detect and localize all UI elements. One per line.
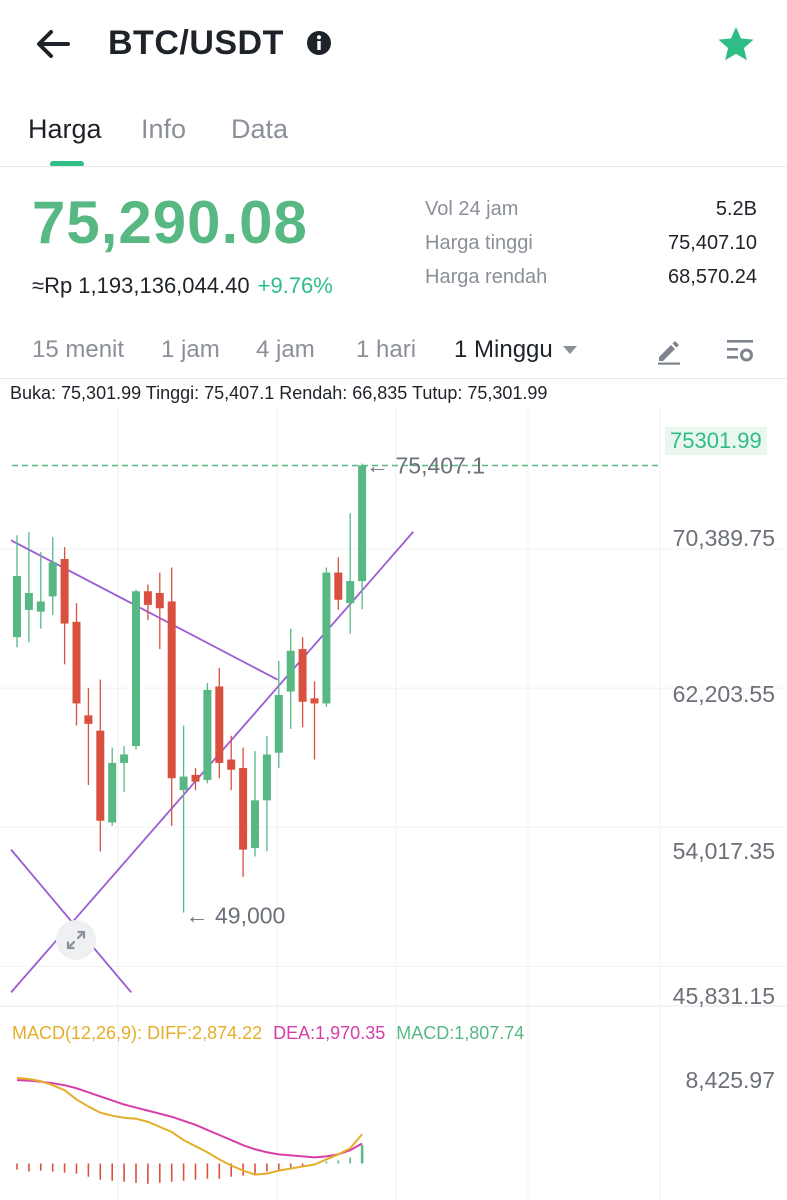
stat-label-low: Harga rendah	[425, 266, 548, 288]
ohlc-readout: Buka: 75,301.99 Tinggi: 75,407.1 Rendah:…	[10, 383, 548, 403]
high-marker: ← 75,407.1	[366, 453, 485, 479]
dea-line	[16, 1079, 363, 1159]
trendline	[10, 539, 279, 681]
dif-line	[16, 1076, 363, 1176]
candle-down	[239, 768, 248, 850]
tab-harga[interactable]: Harga	[28, 114, 102, 144]
candle-up	[179, 776, 188, 791]
expand-icon[interactable]	[56, 920, 96, 960]
candle-up	[286, 650, 295, 692]
divider	[0, 166, 787, 167]
candle-down	[298, 649, 307, 702]
interval-1d[interactable]: 1 hari	[356, 336, 417, 363]
stat-value-high: 75,407.10	[668, 232, 757, 254]
chart-grid	[0, 406, 787, 1200]
favorite-star-icon[interactable]	[716, 24, 756, 64]
candle-down	[167, 601, 176, 779]
stat-label-volume: Vol 24 jam	[425, 198, 519, 220]
stat-value-low: 68,570.24	[668, 266, 757, 288]
candle-up	[322, 572, 331, 704]
back-arrow-icon[interactable]	[34, 26, 74, 62]
candle-down	[227, 759, 236, 770]
interval-4h[interactable]: 4 jam	[256, 336, 315, 363]
candle-down	[155, 592, 164, 609]
macd-legend: MACD(12,26,9): DIFF:2,874.22 DEA:1,970.3…	[12, 1023, 524, 1044]
pencil-icon[interactable]	[654, 336, 684, 366]
candle-up	[262, 754, 271, 801]
candle-up	[203, 689, 212, 780]
candle-up	[132, 591, 140, 746]
stat-value-volume: 5.2B	[715, 198, 757, 220]
candle-down	[143, 591, 152, 605]
macd-axis-label: 8,425.97	[685, 1067, 775, 1093]
candle-up	[346, 581, 355, 604]
price-chart[interactable]: ← 75,407.1 ← 49,000	[0, 405, 787, 1200]
macd-params: MACD(12,26,9):	[12, 1023, 143, 1043]
active-tab-indicator	[50, 161, 84, 167]
macd-dea: DEA:1,970.35	[273, 1023, 386, 1043]
chart-settings-icon[interactable]	[724, 336, 756, 366]
price-change: +9.76%	[257, 273, 333, 298]
trendline	[10, 531, 414, 993]
candle-up	[24, 592, 33, 610]
candle-down	[84, 715, 93, 724]
candle-up	[48, 562, 57, 597]
candle-down	[215, 686, 224, 763]
low-marker: ← 49,000	[186, 903, 286, 929]
candle-down	[72, 621, 81, 704]
last-price-label: 75301.99	[665, 427, 767, 455]
fiat-price: ≈Rp 1,193,136,044.40	[32, 273, 250, 298]
y-axis-label: 62,203.55	[672, 681, 775, 707]
pair-title: BTC/USDT	[108, 24, 284, 62]
candle-up	[251, 800, 259, 848]
divider	[0, 378, 787, 379]
macd-panel	[16, 1076, 364, 1184]
candle-down	[334, 572, 343, 600]
candle-down	[60, 558, 69, 624]
stat-label-high: Harga tinggi	[425, 232, 533, 254]
interval-1w[interactable]: 1 Minggu	[454, 336, 553, 363]
fiat-price-row: ≈Rp 1,193,136,044.40 +9.76%	[32, 273, 333, 299]
last-price: 75,290.08	[32, 189, 308, 256]
candle-up	[358, 465, 367, 582]
macd-value: MACD:1,807.74	[396, 1023, 525, 1043]
y-axis-label: 45,831.15	[672, 983, 775, 1009]
candle-up	[108, 762, 117, 823]
y-axis-label: 70,389.75	[672, 525, 775, 551]
chevron-down-icon[interactable]	[563, 346, 577, 354]
candle-up	[120, 754, 129, 763]
candle-up	[36, 601, 45, 612]
candles	[13, 463, 367, 913]
interval-1h[interactable]: 1 jam	[161, 336, 220, 363]
candle-up	[274, 694, 283, 753]
candle-down	[191, 774, 200, 782]
info-icon[interactable]	[306, 30, 332, 56]
candle-down	[96, 730, 105, 821]
candle-up	[13, 575, 21, 638]
candle-down	[310, 698, 319, 704]
macd-diff: DIFF:2,874.22	[147, 1023, 263, 1043]
interval-15m[interactable]: 15 menit	[32, 336, 125, 363]
tab-info[interactable]: Info	[141, 114, 187, 144]
tab-data[interactable]: Data	[231, 114, 289, 144]
y-axis-label: 54,017.35	[672, 838, 775, 864]
